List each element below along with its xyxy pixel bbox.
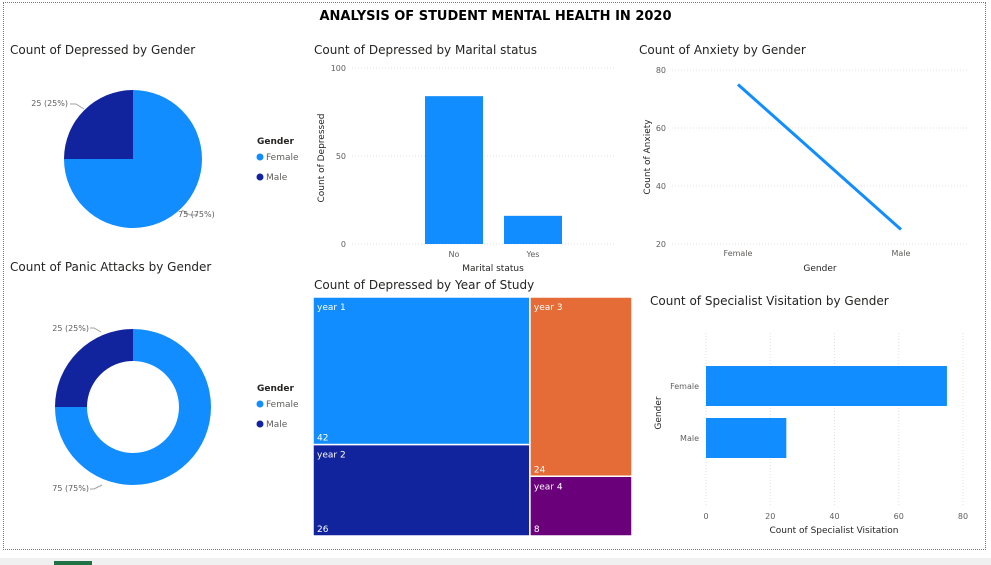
bottom-page-tab[interactable] — [54, 561, 92, 565]
visual-title-depressed-marital: Count of Depressed by Marital status — [314, 43, 538, 57]
marital-bar-yes[interactable] — [504, 215, 562, 244]
depressed-year-treemap[interactable]: year 1 42 year 2 26 year 3 24 year 4 8 — [312, 296, 633, 537]
treemap-label-year-3: year 3 — [534, 303, 563, 313]
report-canvas: ANALYSIS OF STUDENT MENTAL HEALTH IN 202… — [3, 2, 986, 550]
marital-y-tick-label: 50 — [336, 152, 346, 161]
specialist-gender-bar-chart[interactable]: 0 20 40 60 80 Female Male Count of Specialist V… — [654, 333, 968, 536]
treemap-tile-year-3[interactable] — [529, 296, 633, 477]
anxiety-y-tick-label: 60 — [656, 124, 666, 133]
depressed-gender-pie-legend-item-male[interactable]: Male — [266, 173, 288, 183]
marital-x-axis-title: Marital status — [462, 264, 524, 274]
anxiety-y-axis-title: Count of Anxiety — [643, 119, 653, 195]
anxiety-series-line[interactable] — [737, 83, 902, 231]
specialist-y-tick-label: Male — [680, 434, 699, 443]
anxiety-x-axis-title: Gender — [803, 264, 836, 274]
treemap-label-year-4: year 4 — [534, 482, 563, 492]
panic-gender-donut-leader-female — [90, 484, 103, 490]
bottom-scrollbar[interactable] — [0, 558, 991, 565]
anxiety-y-tick-label: 20 — [656, 240, 666, 249]
panic-gender-donut-data-label-female: 75 (75%) — [52, 484, 89, 493]
depressed-gender-pie[interactable]: 75 (75%) 25 (25%) Gender Female Male — [31, 90, 299, 228]
depressed-gender-pie-legend-marker-female — [256, 153, 264, 161]
visual-title-specialist-gender: Count of Specialist Visitation by Gender — [650, 294, 889, 308]
anxiety-y-tick-label: 80 — [656, 66, 666, 75]
treemap-label-year-1: year 1 — [317, 303, 346, 313]
panic-gender-donut-slice-female[interactable] — [55, 329, 211, 485]
specialist-bar-female[interactable] — [706, 366, 947, 406]
panic-gender-donut-legend-title: Gender — [257, 384, 294, 394]
report-title: ANALYSIS OF STUDENT MENTAL HEALTH IN 202… — [319, 9, 672, 24]
treemap-value-year-4: 8 — [534, 525, 540, 535]
visual-title-anxiety-gender: Count of Anxiety by Gender — [639, 43, 806, 57]
anxiety-y-tick-label: 40 — [656, 182, 666, 191]
depressed-gender-pie-data-label-male: 25 (25%) — [31, 99, 68, 108]
anxiety-x-tick-label: Male — [892, 249, 911, 258]
depressed-gender-pie-legend-marker-male — [256, 173, 264, 181]
specialist-x-axis-title: Count of Specialist Visitation — [769, 526, 898, 536]
anxiety-gender-line-chart[interactable]: 20 40 60 80 Female Male Gender Count of Anxiety — [643, 66, 969, 274]
marital-y-tick-label: 100 — [331, 64, 346, 73]
specialist-x-tick-label: 20 — [765, 512, 775, 521]
visual-title-depressed-year: Count of Depressed by Year of Study — [314, 278, 535, 292]
anxiety-x-tick-label: Female — [724, 249, 753, 258]
specialist-x-tick-label: 40 — [829, 512, 839, 521]
depressed-gender-pie-legend-title: Gender — [257, 137, 294, 147]
specialist-x-tick-label: 80 — [958, 512, 968, 521]
treemap-value-year-2: 26 — [317, 525, 329, 535]
specialist-y-tick-label: Female — [670, 382, 699, 391]
marital-x-tick-label: No — [449, 250, 460, 259]
marital-y-tick-label: 0 — [341, 240, 346, 249]
panic-gender-donut-legend-marker-female — [256, 400, 264, 408]
visual-title-depressed-gender: Count of Depressed by Gender — [10, 43, 196, 57]
panic-gender-donut-data-label-male: 25 (25%) — [52, 324, 89, 333]
marital-x-tick-label: Yes — [526, 250, 540, 259]
depressed-gender-pie-slice-male[interactable] — [64, 90, 133, 159]
treemap-tile-year-1[interactable] — [312, 296, 531, 446]
panic-gender-donut-leader-male — [90, 327, 102, 333]
marital-y-axis-title: Count of Depressed — [317, 114, 327, 203]
marital-bar-no[interactable] — [425, 96, 483, 244]
visual-title-panic-gender: Count of Panic Attacks by Gender — [10, 260, 212, 274]
panic-gender-donut-legend-item-female[interactable]: Female — [266, 400, 299, 410]
treemap-tile-year-2[interactable] — [312, 443, 531, 537]
depressed-gender-pie-data-label-female: 75 (75%) — [178, 210, 215, 219]
specialist-bar-male[interactable] — [706, 418, 787, 458]
panic-gender-donut-legend-marker-male — [256, 420, 264, 428]
specialist-y-axis-title: Gender — [654, 396, 664, 429]
specialist-x-tick-label: 60 — [894, 512, 904, 521]
treemap-tile-year-4[interactable] — [529, 475, 633, 537]
depressed-gender-pie-leader-male — [70, 103, 85, 110]
charts-svg: 75 (75%) 25 (25%) Gender Female Male 0 50 100 N… — [31, 64, 969, 537]
panic-gender-donut-legend-item-male[interactable]: Male — [266, 420, 288, 430]
depressed-gender-pie-legend-item-female[interactable]: Female — [266, 153, 299, 163]
panic-gender-donut[interactable]: 75 (75%) 25 (25%) Gender Female Male — [52, 324, 299, 493]
treemap-value-year-3: 24 — [534, 465, 546, 475]
depressed-gender-pie-leader-female — [181, 209, 198, 216]
panic-gender-donut-slice-male[interactable] — [55, 329, 133, 407]
treemap-label-year-2: year 2 — [317, 451, 346, 461]
specialist-x-tick-label: 0 — [703, 512, 708, 521]
treemap-value-year-1: 42 — [317, 434, 328, 444]
